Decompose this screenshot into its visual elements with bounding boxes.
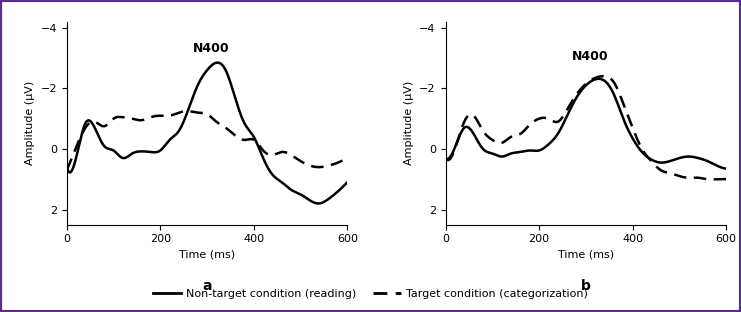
X-axis label: Time (ms): Time (ms) [558,250,614,260]
X-axis label: Time (ms): Time (ms) [179,250,235,260]
Y-axis label: Amplitude (μV): Amplitude (μV) [404,81,413,165]
Text: N400: N400 [572,50,609,63]
Text: N400: N400 [193,42,230,55]
Text: b: b [581,279,591,293]
Text: a: a [202,279,212,293]
Y-axis label: Amplitude (μV): Amplitude (μV) [25,81,35,165]
Legend: Non-target condition (reading), Target condition (categorization): Non-target condition (reading), Target c… [148,285,593,303]
